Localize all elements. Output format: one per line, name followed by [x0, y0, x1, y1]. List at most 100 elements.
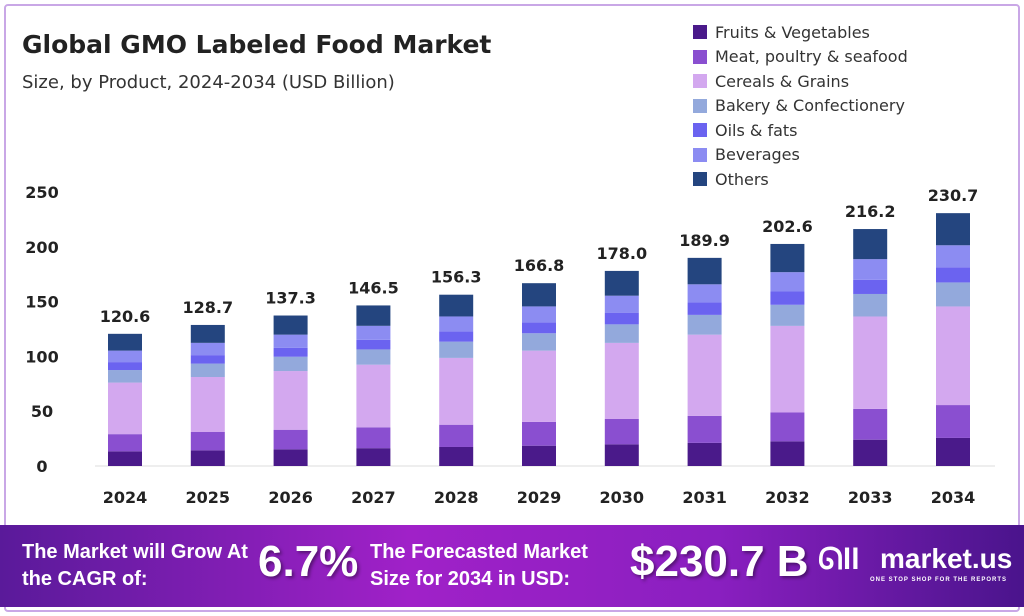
bar-segment — [439, 316, 474, 332]
x-tick-label: 2033 — [848, 488, 893, 507]
bar-segment — [936, 245, 970, 268]
bar-segment — [936, 213, 970, 246]
legend: Fruits & Vegetables Meat, poultry & seafo… — [693, 20, 908, 192]
bar-segment — [936, 437, 970, 466]
x-tick-label: 2027 — [351, 488, 396, 507]
bar-segment — [273, 315, 308, 335]
x-tick-label: 2026 — [268, 488, 313, 507]
bar-segment — [356, 448, 391, 466]
bar-segment — [356, 427, 391, 449]
bar-segment — [936, 267, 970, 283]
chart-title: Global GMO Labeled Food Market — [22, 30, 492, 59]
bar-segment — [770, 325, 805, 413]
legend-swatch — [693, 74, 707, 89]
legend-label: Bakery & Confectionery — [715, 96, 905, 116]
logo-tagline: ONE STOP SHOP FOR THE REPORTS — [870, 577, 1008, 583]
total-label: 156.3 — [431, 268, 482, 287]
bar-segment — [853, 408, 888, 440]
legend-label: Cereals & Grains — [715, 71, 850, 91]
total-label: 120.6 — [100, 307, 151, 326]
total-label: 178.0 — [596, 244, 647, 263]
bar-segment — [770, 243, 805, 273]
y-tick-label: 250 — [25, 183, 58, 202]
bar-segment — [604, 342, 639, 419]
bar-segment — [273, 356, 308, 372]
bar-segment — [936, 306, 970, 406]
x-tick-label: 2029 — [517, 488, 562, 507]
bar-segment — [522, 283, 556, 307]
y-tick-label: 0 — [36, 457, 47, 476]
y-tick-label: 50 — [31, 402, 53, 421]
legend-swatch — [693, 25, 707, 40]
bar-segment — [770, 441, 805, 466]
bar-segment — [356, 325, 391, 340]
bar-segment — [522, 333, 556, 351]
bar-segment — [108, 370, 142, 383]
forecast-label: The Forecasted Market Size for 2034 in U… — [370, 541, 588, 590]
bar-segment — [853, 259, 888, 280]
bar-segment — [273, 347, 308, 357]
bar-segment — [190, 376, 225, 433]
y-tick-label: 100 — [25, 347, 58, 366]
bar-segment — [439, 341, 474, 358]
bar-segment — [687, 257, 722, 285]
legend-swatch — [693, 147, 707, 162]
cagr-value: 6.7% — [258, 537, 359, 586]
bar-segment — [439, 424, 474, 447]
bar-segment — [604, 270, 639, 296]
bar-segment — [604, 418, 639, 445]
x-tick-label: 2028 — [434, 488, 479, 507]
bar-segment — [936, 282, 970, 307]
x-tick-label: 2034 — [931, 488, 976, 507]
total-label: 202.6 — [762, 217, 813, 236]
legend-label: Fruits & Vegetables — [715, 22, 870, 42]
bar-segment — [770, 304, 805, 326]
bar-segment — [687, 442, 722, 466]
forecast-value: $230.7 B — [630, 537, 809, 586]
bar-segment — [770, 272, 805, 292]
bar-segment — [273, 449, 308, 466]
bar-segment — [356, 349, 391, 365]
legend-item: Bakery & Confectionery — [693, 94, 908, 119]
bar-segment — [356, 305, 391, 326]
bar-segment — [190, 342, 225, 356]
bar-segment — [439, 357, 474, 425]
legend-item: Fruits & Vegetables — [693, 20, 908, 45]
bar-segment — [108, 350, 142, 363]
bar-segment — [190, 324, 225, 343]
bar-segment — [108, 333, 142, 351]
bar-segment — [439, 446, 474, 466]
bar-segment — [687, 314, 722, 335]
total-label: 128.7 — [182, 298, 233, 317]
legend-item: Beverages — [693, 143, 908, 168]
legend-item: Cereals & Grains — [693, 69, 908, 94]
bar-segment — [356, 339, 391, 350]
legend-item: Oils & fats — [693, 118, 908, 143]
bar-segment — [936, 405, 970, 438]
bar-segment — [522, 306, 556, 323]
x-tick-label: 2025 — [186, 488, 231, 507]
legend-swatch — [693, 98, 707, 113]
legend-label: Beverages — [715, 145, 800, 165]
total-label: 137.3 — [265, 289, 316, 308]
bar-segment — [190, 355, 225, 364]
total-label: 216.2 — [845, 202, 896, 221]
market-us-logo-icon: ᘏll — [818, 543, 860, 576]
bar-segment — [604, 444, 639, 466]
legend-swatch — [693, 123, 707, 138]
bar-segment — [853, 316, 888, 409]
bar-segment — [853, 279, 888, 294]
bar-segment — [108, 434, 142, 452]
bar-segment — [439, 331, 474, 342]
chart-subtitle: Size, by Product, 2024-2034 (USD Billion… — [22, 72, 395, 93]
y-tick-label: 200 — [25, 238, 58, 257]
bar-segment — [273, 371, 308, 430]
bar-segment — [853, 293, 888, 317]
legend-label: Others — [715, 169, 769, 189]
bar-segment — [522, 350, 556, 422]
legend-item: Meat, poultry & seafood — [693, 45, 908, 70]
bar-segment — [108, 451, 142, 466]
bar-segment — [853, 439, 888, 466]
legend-swatch — [693, 49, 707, 64]
bar-segment — [522, 322, 556, 334]
